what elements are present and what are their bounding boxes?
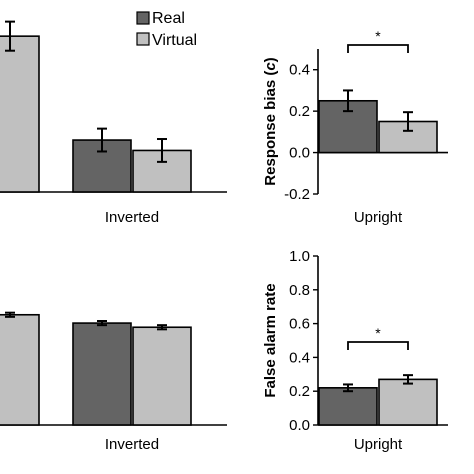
significance-bracket bbox=[347, 44, 409, 53]
y-tick-label: 1.0 bbox=[289, 248, 310, 265]
panel-top-right: 0.4 0.2 0.0 -0.2 Response bias (c) Upright * bbox=[262, 28, 448, 226]
legend-swatch-virtual bbox=[136, 32, 150, 46]
bar-virtual bbox=[0, 35, 40, 193]
panel-bottom-right: 1.0 0.8 0.6 0.4 0.2 0.0 False alarm rate Uprigh… bbox=[262, 248, 448, 453]
bar-virtual bbox=[0, 313, 40, 426]
significance-marker: * bbox=[375, 325, 381, 341]
panel-top-left: Inverted bbox=[0, 20, 227, 226]
y-tick-label: 0.2 bbox=[289, 383, 310, 400]
bar-real bbox=[72, 322, 132, 426]
x-category-label: Inverted bbox=[105, 209, 159, 226]
y-axis-label: Response bias (c) bbox=[262, 57, 279, 185]
y-axis-label: False alarm rate bbox=[262, 283, 279, 397]
y-tick-label: 0.0 bbox=[289, 417, 310, 434]
bar-virtual bbox=[378, 378, 438, 426]
significance-marker: * bbox=[375, 28, 381, 44]
legend-label-real: Real bbox=[152, 10, 185, 27]
legend-label-virtual: Virtual bbox=[152, 32, 197, 49]
x-category-label: Upright bbox=[354, 436, 403, 453]
y-tick-label: 0.0 bbox=[289, 145, 310, 162]
x-category-label: Upright bbox=[354, 209, 403, 226]
legend-swatch-real bbox=[136, 11, 150, 25]
chart-panels: Inverted 0.4 0.2 0.0 -0.2 Response bias (c) Up… bbox=[0, 20, 448, 453]
y-tick-label: 0.4 bbox=[289, 349, 310, 366]
y-tick-label: 0.2 bbox=[289, 103, 310, 120]
x-category-label: Inverted bbox=[105, 436, 159, 453]
legend: Real Virtual bbox=[136, 10, 197, 49]
panel-bottom-left: Inverted bbox=[0, 311, 227, 453]
bar-virtual bbox=[132, 326, 192, 426]
y-tick-label: -0.2 bbox=[284, 186, 310, 203]
significance-bracket bbox=[347, 341, 409, 350]
bar-real bbox=[318, 387, 378, 426]
y-tick-label: 0.4 bbox=[289, 62, 310, 79]
y-tick-label: 0.8 bbox=[289, 282, 310, 299]
y-tick-label: 0.6 bbox=[289, 316, 310, 333]
